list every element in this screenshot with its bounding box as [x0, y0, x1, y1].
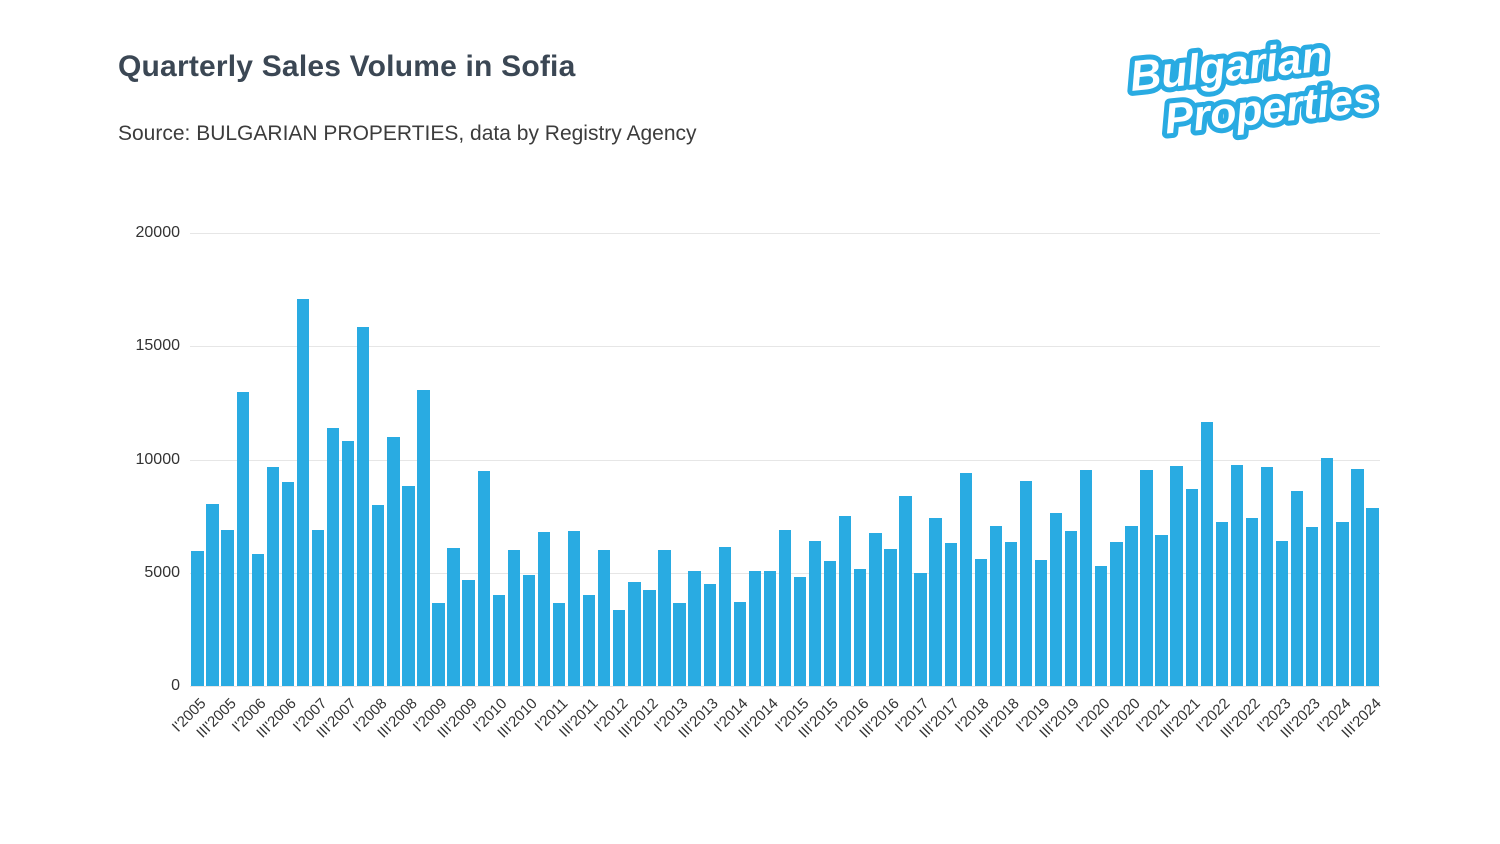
- bar[interactable]: [854, 569, 867, 686]
- bar[interactable]: [1170, 466, 1183, 686]
- bar[interactable]: [703, 584, 716, 686]
- bar[interactable]: [552, 603, 566, 686]
- bar[interactable]: [598, 550, 611, 686]
- bar[interactable]: [778, 529, 792, 686]
- bar[interactable]: [447, 547, 460, 686]
- bar[interactable]: [884, 548, 897, 686]
- bar[interactable]: [1200, 422, 1213, 686]
- bar[interactable]: [1321, 458, 1334, 686]
- bar[interactable]: [191, 551, 204, 686]
- bar[interactable]: [944, 543, 957, 686]
- bar[interactable]: [537, 531, 551, 686]
- bar[interactable]: [567, 530, 581, 686]
- bar[interactable]: [1019, 481, 1033, 686]
- bar[interactable]: [311, 529, 325, 686]
- bar[interactable]: [808, 541, 822, 686]
- bar[interactable]: [1290, 491, 1304, 686]
- gridline: [190, 686, 1380, 687]
- bar[interactable]: [1230, 465, 1244, 686]
- bar[interactable]: [372, 504, 385, 686]
- bar[interactable]: [266, 467, 279, 686]
- chart-plot-area: I'2005 III'2005 I'2006 III'2006 I'2007 III'20…: [169, 233, 1385, 741]
- bar[interactable]: [583, 595, 596, 686]
- bar[interactable]: [387, 436, 400, 686]
- y-axis-tick-label: 10000: [135, 450, 181, 468]
- bulgarian-properties-logo: Bulgarian Properties: [1120, 27, 1430, 151]
- bar[interactable]: [477, 470, 490, 686]
- bar[interactable]: [326, 427, 340, 686]
- gridline: [190, 233, 1380, 234]
- bar[interactable]: [839, 516, 852, 686]
- y-axis-tick-label: 5000: [144, 563, 180, 581]
- bar[interactable]: [1110, 542, 1123, 686]
- bar[interactable]: [869, 533, 882, 686]
- bar[interactable]: [522, 575, 536, 686]
- bar[interactable]: [462, 579, 475, 686]
- bar[interactable]: [899, 495, 912, 686]
- bar[interactable]: [1215, 521, 1228, 686]
- bar[interactable]: [432, 603, 445, 686]
- bar[interactable]: [1065, 530, 1078, 686]
- bar[interactable]: [914, 572, 927, 686]
- bar[interactable]: [733, 602, 746, 686]
- bar[interactable]: [402, 485, 415, 686]
- gridline: [190, 459, 1380, 461]
- bar[interactable]: [1351, 468, 1364, 686]
- bar[interactable]: [1095, 565, 1108, 686]
- bar[interactable]: [206, 503, 219, 686]
- bar[interactable]: [1155, 535, 1168, 686]
- chart-title: Quarterly Sales Volume in Sofia: [118, 50, 576, 83]
- bar[interactable]: [221, 529, 234, 686]
- bar[interactable]: [341, 441, 355, 686]
- y-axis-labels: 0 5000 10000 15000 20000: [96, 224, 181, 694]
- bar[interactable]: [989, 526, 1003, 686]
- bar[interactable]: [507, 550, 521, 686]
- bar[interactable]: [748, 570, 762, 686]
- bar[interactable]: [1306, 527, 1319, 686]
- bar[interactable]: [613, 610, 626, 686]
- bar[interactable]: [1004, 542, 1018, 686]
- bar[interactable]: [1260, 467, 1274, 686]
- bar[interactable]: [959, 473, 972, 686]
- bar[interactable]: [236, 391, 249, 686]
- bar[interactable]: [1125, 526, 1138, 686]
- y-axis-tick-label: 0: [171, 677, 180, 694]
- y-axis-tick-label: 20000: [135, 224, 181, 241]
- gridline: [190, 346, 1380, 348]
- source-caption: Source: BULGARIAN PROPERTIES, data by Re…: [118, 122, 697, 145]
- bar[interactable]: [1336, 521, 1349, 686]
- bar[interactable]: [763, 570, 777, 686]
- logo-graphic: Bulgarian Properties: [1123, 27, 1384, 148]
- bar[interactable]: [628, 581, 641, 686]
- bar[interactable]: [1366, 508, 1379, 686]
- bar[interactable]: [251, 553, 264, 686]
- bar[interactable]: [296, 298, 310, 686]
- bar[interactable]: [643, 589, 656, 686]
- bar[interactable]: [1140, 469, 1153, 686]
- bar[interactable]: [281, 482, 295, 686]
- bar[interactable]: [688, 570, 701, 686]
- bar[interactable]: [658, 550, 671, 686]
- bar[interactable]: [1245, 518, 1259, 686]
- bar[interactable]: [1049, 512, 1063, 686]
- bar[interactable]: [1275, 541, 1289, 686]
- bar[interactable]: [793, 577, 807, 686]
- bar[interactable]: [673, 603, 686, 686]
- bar[interactable]: [1185, 488, 1198, 686]
- bar[interactable]: [492, 595, 505, 686]
- bar[interactable]: [1034, 560, 1048, 686]
- bar[interactable]: [1080, 469, 1093, 686]
- bar[interactable]: [718, 546, 731, 686]
- bar[interactable]: [974, 559, 987, 686]
- bar[interactable]: [357, 327, 370, 686]
- bar[interactable]: [417, 390, 430, 686]
- bar[interactable]: [929, 518, 942, 686]
- bar[interactable]: [824, 561, 837, 686]
- y-axis-tick-label: 15000: [135, 337, 181, 355]
